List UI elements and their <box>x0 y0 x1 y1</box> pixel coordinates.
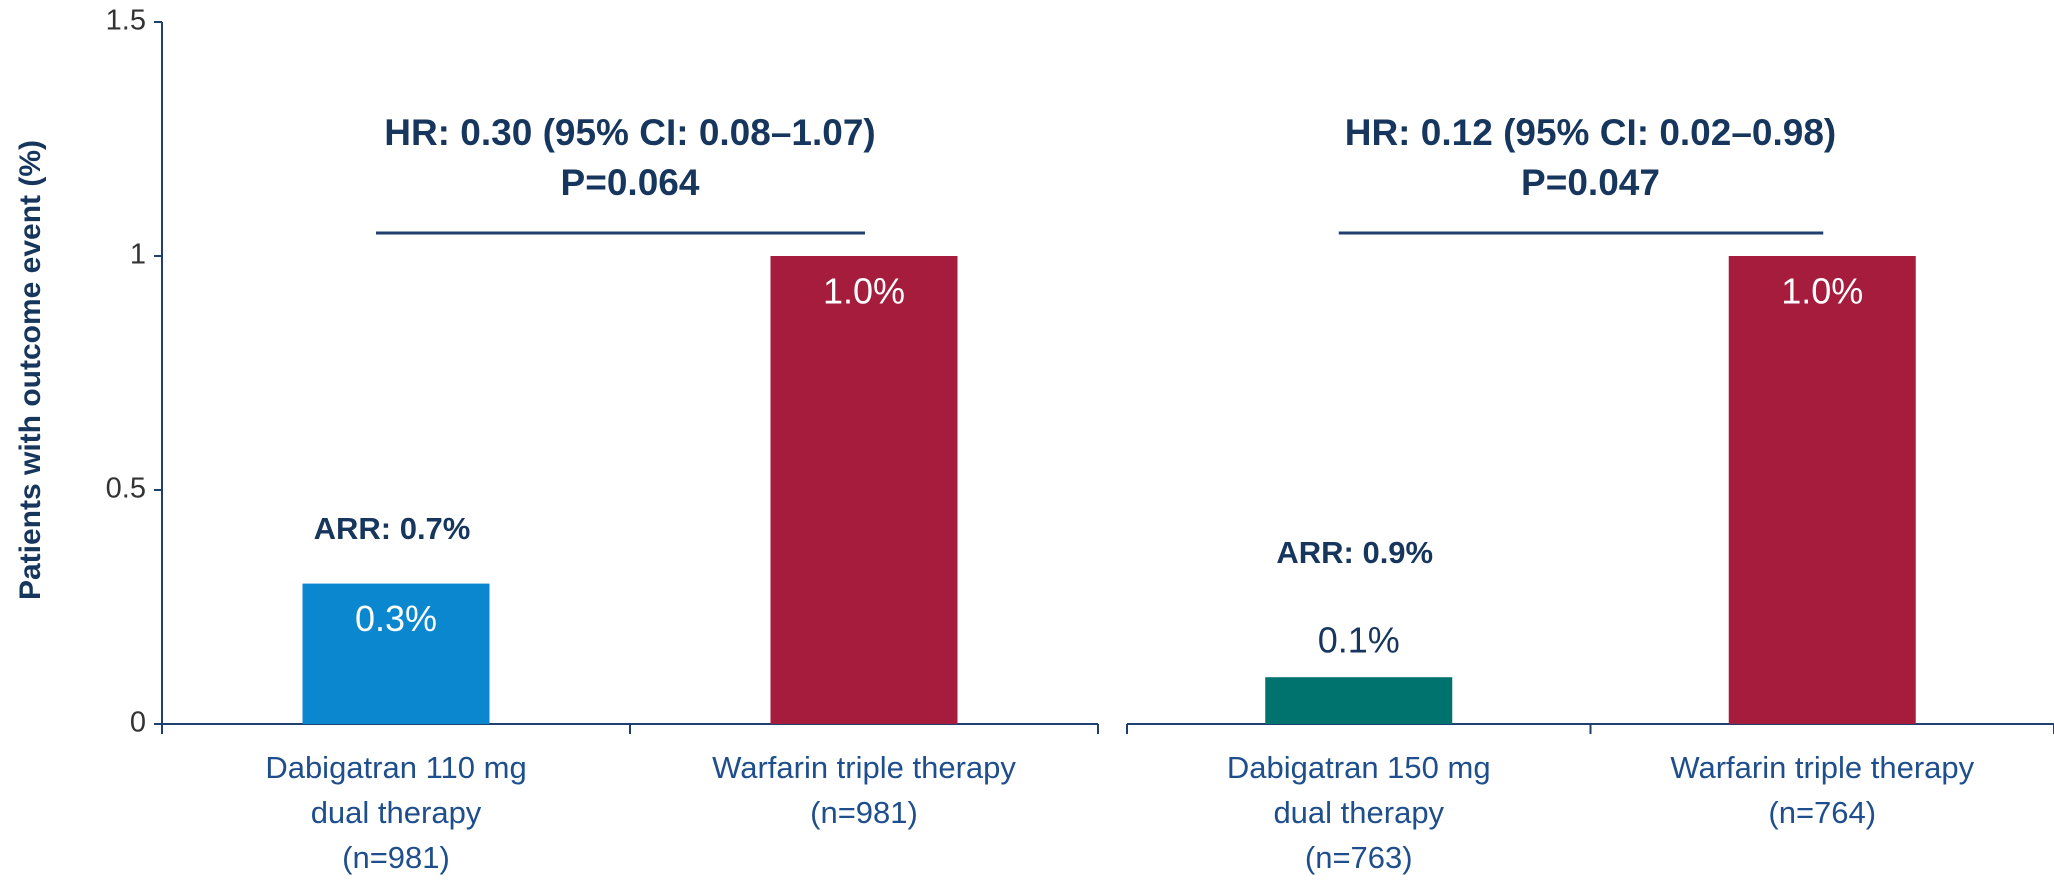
hr-annotation: P=0.047 <box>1521 162 1660 203</box>
hr-annotation: HR: 0.30 (95% CI: 0.08–1.07) <box>384 112 876 153</box>
value-label: 0.3% <box>355 598 437 639</box>
x-tick-label: dual therapy <box>311 795 482 830</box>
x-tick-label: (n=981) <box>810 795 918 830</box>
x-tick-label: (n=764) <box>1768 795 1876 830</box>
y-tick-label: 1 <box>130 239 146 271</box>
bar <box>302 583 490 724</box>
bar <box>1728 256 1916 724</box>
arr-annotation: ARR: 0.7% <box>314 511 471 546</box>
bar <box>1265 677 1453 724</box>
value-label: 0.1% <box>1318 620 1400 661</box>
x-tick-label: Warfarin triple therapy <box>712 750 1016 785</box>
y-tick-label: 0 <box>130 707 146 739</box>
x-tick-label: Warfarin triple therapy <box>1670 750 1974 785</box>
arr-annotation: ARR: 0.9% <box>1276 535 1433 570</box>
y-axis-title: Patients with outcome event (%) <box>14 140 47 600</box>
y-tick-label: 1.5 <box>106 5 146 37</box>
hr-annotation: HR: 0.12 (95% CI: 0.02–0.98) <box>1345 112 1837 153</box>
x-tick-label: dual therapy <box>1273 795 1444 830</box>
x-tick-label: Dabigatran 150 mg <box>1227 750 1491 785</box>
value-label: 1.0% <box>1781 271 1863 312</box>
x-tick-label: (n=763) <box>1305 840 1413 875</box>
value-label: 1.0% <box>823 271 905 312</box>
x-tick-label: (n=981) <box>342 840 450 875</box>
hr-annotation: P=0.064 <box>561 162 700 203</box>
bar <box>770 256 958 724</box>
x-tick-label: Dabigatran 110 mg <box>265 750 526 785</box>
y-tick-label: 0.5 <box>106 473 146 505</box>
